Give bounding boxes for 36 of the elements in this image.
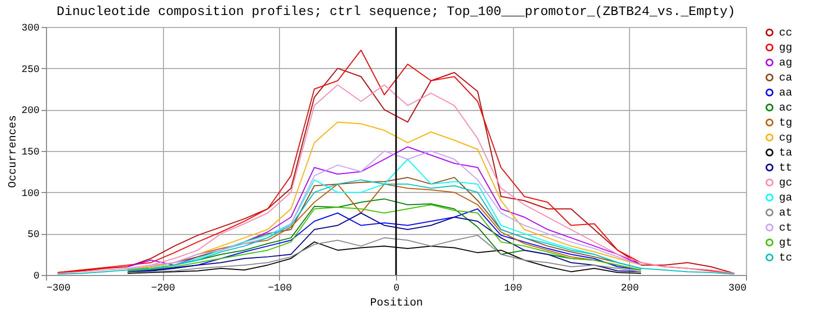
x-tick-label: 0 <box>393 284 400 294</box>
legend-label: tc <box>779 252 792 264</box>
y-tick-label: 200 <box>21 106 40 118</box>
x-tick-label: −300 <box>46 284 71 294</box>
legend-label: ca <box>779 72 793 84</box>
legend-label: aa <box>779 88 793 100</box>
legend-label: tt <box>779 162 792 174</box>
y-tick-label: 100 <box>21 188 40 200</box>
legend-label: gg <box>779 42 792 54</box>
legend-label: cg <box>779 132 792 144</box>
legend-label: ga <box>779 192 793 204</box>
line-series <box>57 179 735 275</box>
x-tick-label: −200 <box>151 284 176 294</box>
chart-title: Dinucleotide composition profiles; ctrl sequence; Top_100___promotor_(ZBTB24_vs._Empty) <box>56 4 736 19</box>
legend-label: ta <box>779 148 793 160</box>
y-axis-title: Occurrences <box>7 115 20 188</box>
legend-label: cc <box>779 28 792 40</box>
x-tick-label: −100 <box>268 284 292 294</box>
x-tick-label: 100 <box>504 284 522 294</box>
legend-label: tg <box>779 118 792 130</box>
x-tick-label: 300 <box>728 284 746 294</box>
legend-label: gc <box>779 178 792 190</box>
y-tick-label: 300 <box>21 24 40 34</box>
legend-label: ac <box>779 102 792 114</box>
y-tick-label: 0 <box>33 272 40 282</box>
y-tick-label: 50 <box>27 230 40 242</box>
legend-label: ct <box>779 222 792 234</box>
x-tick-label: 200 <box>620 284 639 294</box>
line-series <box>127 122 642 270</box>
legend-label: at <box>779 208 792 220</box>
y-tick-label: 150 <box>21 148 40 158</box>
x-axis-title: Position <box>370 298 423 310</box>
y-tick-label: 250 <box>21 64 40 76</box>
legend-label: ag <box>779 58 792 70</box>
line-series <box>127 234 642 274</box>
legend-label: gt <box>779 238 792 250</box>
